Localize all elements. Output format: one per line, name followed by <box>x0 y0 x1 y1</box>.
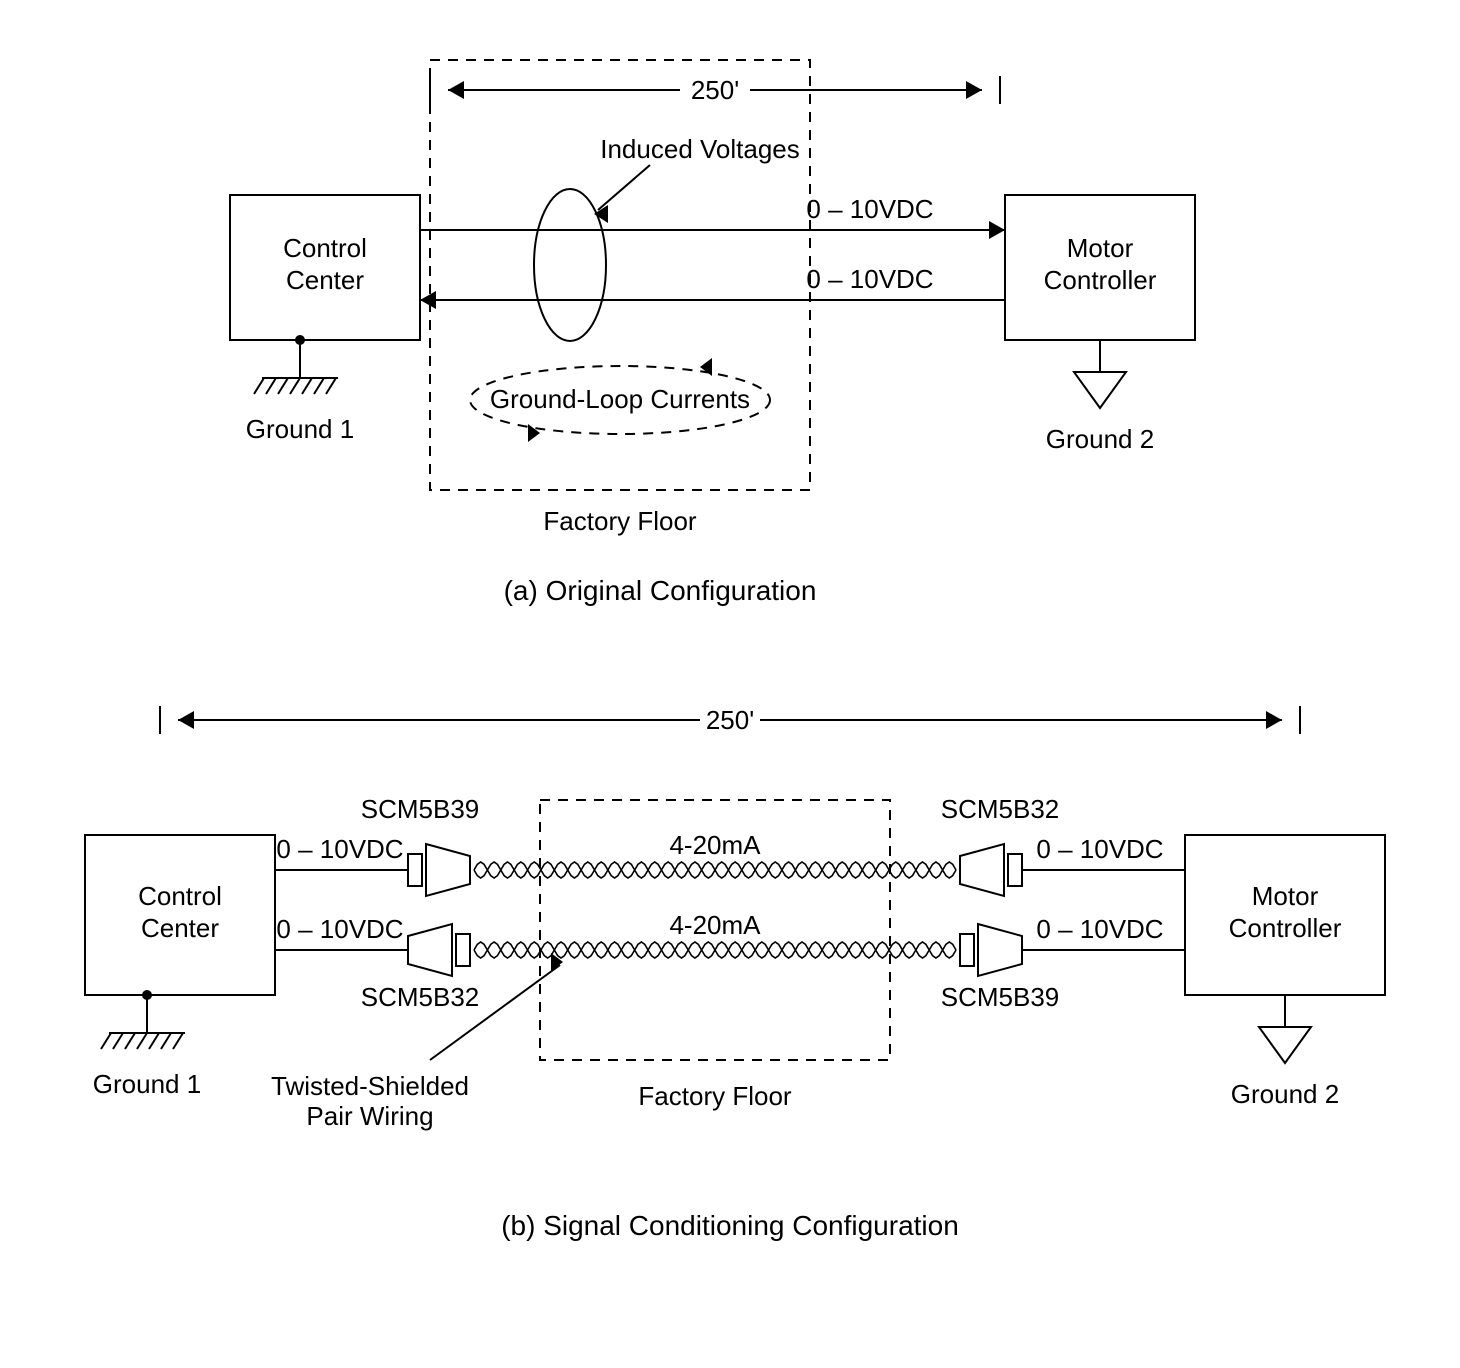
path-shape <box>474 942 956 958</box>
line-shape <box>314 378 324 394</box>
line-shape <box>290 378 300 394</box>
factory-floor-b-label: Factory Floor <box>638 1081 791 1111</box>
rect-shape <box>1008 854 1022 886</box>
v-right-top: 0 – 10VDC <box>1036 834 1163 864</box>
circle-shape <box>142 990 152 1000</box>
line-shape <box>125 1033 135 1049</box>
line-shape <box>161 1033 171 1049</box>
motor-controller-label: MotorController <box>1044 233 1157 295</box>
rect-shape <box>960 934 974 966</box>
path-shape <box>1259 1027 1311 1063</box>
path-shape <box>966 81 982 99</box>
v-right-bottom: 0 – 10VDC <box>1036 914 1163 944</box>
path-shape <box>989 221 1005 239</box>
control-center-label: ControlCenter <box>283 233 367 295</box>
mod-right-top: SCM5B32 <box>941 794 1060 824</box>
motor-controller-label-b: MotorController <box>1229 881 1342 943</box>
line-shape <box>113 1033 123 1049</box>
v-left-top: 0 – 10VDC <box>276 834 403 864</box>
path-shape <box>420 291 436 309</box>
ground1-b: Ground 1 <box>93 1069 201 1099</box>
v-left-bottom: 0 – 10VDC <box>276 914 403 944</box>
path-shape <box>528 424 540 442</box>
line-shape <box>326 378 336 394</box>
signal-a-bottom: 0 – 10VDC <box>806 264 933 294</box>
ground-loop-label: Ground-Loop Currents <box>490 384 750 414</box>
current-bottom: 4-20mA <box>669 910 761 940</box>
dim-b: 250' <box>706 705 754 735</box>
current-top: 4-20mA <box>669 830 761 860</box>
line-shape <box>173 1033 183 1049</box>
line-shape <box>278 378 288 394</box>
induced-voltages-ellipse <box>534 189 606 341</box>
rect-shape <box>408 854 422 886</box>
control-center-label-b: ControlCenter <box>138 881 222 943</box>
mod-left-top: SCM5B39 <box>361 794 480 824</box>
line-shape <box>266 378 276 394</box>
line-shape <box>101 1033 111 1049</box>
rect-shape <box>456 934 470 966</box>
ground1-a: Ground 1 <box>246 414 354 444</box>
path-shape <box>408 924 452 976</box>
path-shape <box>178 711 194 729</box>
path-shape <box>700 358 712 376</box>
path-shape <box>978 924 1022 976</box>
dim-a: 250' <box>691 75 739 105</box>
line-shape <box>302 378 312 394</box>
induced-voltages-label: Induced Voltages <box>600 134 800 164</box>
mod-left-bottom: SCM5B32 <box>361 982 480 1012</box>
caption-a: (a) Original Configuration <box>504 575 817 606</box>
ground2-b: Ground 2 <box>1231 1079 1339 1109</box>
line-shape <box>137 1033 147 1049</box>
line-shape <box>254 378 264 394</box>
ground2-a: Ground 2 <box>1046 424 1154 454</box>
path-shape <box>1266 711 1282 729</box>
line-shape <box>598 165 650 210</box>
factory-floor-a <box>430 60 810 490</box>
signal-a-top: 0 – 10VDC <box>806 194 933 224</box>
circle-shape <box>295 335 305 345</box>
path-shape <box>1074 372 1126 408</box>
path-shape <box>474 862 956 878</box>
factory-floor-a-label: Factory Floor <box>543 506 696 536</box>
caption-b: (b) Signal Conditioning Configuration <box>501 1210 959 1241</box>
path-shape <box>448 81 464 99</box>
twisted-label: Twisted-ShieldedPair Wiring <box>271 1071 469 1131</box>
line-shape <box>149 1033 159 1049</box>
path-shape <box>960 844 1004 896</box>
path-shape <box>426 844 470 896</box>
mod-right-bottom: SCM5B39 <box>941 982 1060 1012</box>
